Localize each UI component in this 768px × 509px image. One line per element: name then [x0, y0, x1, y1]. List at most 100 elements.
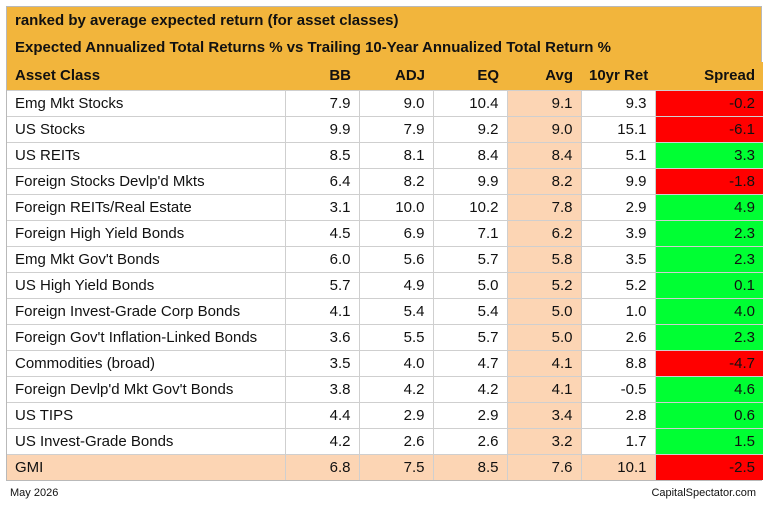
cell-10yr-ret: 10.1: [580, 453, 655, 480]
cell-adj: 9.0: [358, 89, 433, 116]
cell-avg: 3.4: [506, 401, 581, 428]
cell-10yr-ret: 9.9: [580, 167, 655, 194]
table-row: US TIPS 4.4 2.9 2.9 3.4 2.8 0.6: [7, 401, 763, 428]
cell-bb: 3.8: [284, 375, 359, 402]
cell-avg: 8.4: [506, 141, 581, 168]
cell-adj: 8.2: [358, 167, 433, 194]
cell-adj: 4.2: [358, 375, 433, 402]
column-header-eq: EQ: [433, 62, 507, 90]
cell-10yr-ret: 3.5: [580, 245, 655, 272]
cell-asset-class: US Stocks: [7, 115, 285, 142]
cell-eq: 10.4: [432, 89, 507, 116]
cell-asset-class: Foreign REITs/Real Estate: [7, 193, 285, 220]
cell-adj: 7.5: [358, 453, 433, 480]
cell-bb: 6.8: [284, 453, 359, 480]
returns-table-panel: ranked by average expected return (for a…: [6, 6, 763, 481]
cell-asset-class: Foreign High Yield Bonds: [7, 219, 285, 246]
cell-asset-class: Foreign Devlp'd Mkt Gov't Bonds: [7, 375, 285, 402]
cell-avg: 5.0: [506, 323, 581, 350]
cell-avg: 6.2: [506, 219, 581, 246]
cell-10yr-ret: 15.1: [580, 115, 655, 142]
cell-avg: 9.1: [506, 89, 581, 116]
cell-spread: -6.1: [654, 115, 763, 142]
cell-spread: 2.3: [654, 323, 763, 350]
cell-adj: 10.0: [358, 193, 433, 220]
table-row: Foreign Devlp'd Mkt Gov't Bonds 3.8 4.2 4.2…: [7, 375, 763, 402]
cell-bb: 3.6: [284, 323, 359, 350]
cell-spread: -2.5: [654, 453, 763, 480]
cell-bb: 6.0: [284, 245, 359, 272]
table-row: US Invest-Grade Bonds 4.2 2.6 2.6 3.2 1.7 1.5: [7, 427, 763, 454]
table-row: Foreign REITs/Real Estate 3.1 10.0 10.2 7.8 2…: [7, 193, 763, 220]
cell-10yr-ret: 1.7: [580, 427, 655, 454]
cell-bb: 4.5: [284, 219, 359, 246]
table-row: Foreign Invest-Grade Corp Bonds 4.1 5.4 5.4…: [7, 297, 763, 324]
cell-10yr-ret: 5.2: [580, 271, 655, 298]
cell-eq: 9.2: [432, 115, 507, 142]
column-header-asset-class: Asset Class: [7, 62, 285, 90]
cell-spread: -4.7: [654, 349, 763, 376]
table-subtitle: ranked by average expected return (for a…: [15, 12, 399, 29]
cell-adj: 5.5: [358, 323, 433, 350]
cell-bb: 4.2: [284, 427, 359, 454]
cell-adj: 8.1: [358, 141, 433, 168]
column-header-avg: Avg: [507, 62, 581, 90]
cell-avg: 8.2: [506, 167, 581, 194]
cell-adj: 4.0: [358, 349, 433, 376]
table-row: Foreign High Yield Bonds 4.5 6.9 7.1 6.2 3.9 2…: [7, 219, 763, 246]
footer-date: May 2026: [10, 487, 59, 499]
cell-10yr-ret: -0.5: [580, 375, 655, 402]
cell-asset-class: Commodities (broad): [7, 349, 285, 376]
cell-eq: 5.7: [432, 323, 507, 350]
cell-spread: 1.5: [654, 427, 763, 454]
cell-eq: 9.9: [432, 167, 507, 194]
cell-10yr-ret: 5.1: [580, 141, 655, 168]
cell-asset-class: Emg Mkt Gov't Bonds: [7, 245, 285, 272]
cell-avg: 4.1: [506, 375, 581, 402]
cell-adj: 5.6: [358, 245, 433, 272]
cell-bb: 8.5: [284, 141, 359, 168]
expected-returns-table: Asset Class BB ADJ EQ Avg 10yr Ret Sprea…: [7, 62, 763, 480]
cell-10yr-ret: 8.8: [580, 349, 655, 376]
cell-spread: 0.1: [654, 271, 763, 298]
cell-spread: -1.8: [654, 167, 763, 194]
footer-source: CapitalSpectator.com: [651, 487, 756, 499]
table-row: Foreign Stocks Devlp'd Mkts 6.4 8.2 9.9 8.2 9…: [7, 167, 763, 194]
cell-eq: 8.4: [432, 141, 507, 168]
cell-eq: 2.9: [432, 401, 507, 428]
cell-spread: 0.6: [654, 401, 763, 428]
cell-spread: -0.2: [654, 89, 763, 116]
cell-avg: 4.1: [506, 349, 581, 376]
cell-avg: 7.6: [506, 453, 581, 480]
table-row: US REITs 8.5 8.1 8.4 8.4 5.1 3.3: [7, 141, 763, 168]
cell-asset-class: Foreign Gov't Inflation-Linked Bonds: [7, 323, 285, 350]
cell-10yr-ret: 2.9: [580, 193, 655, 220]
cell-eq: 5.4: [432, 297, 507, 324]
cell-bb: 4.1: [284, 297, 359, 324]
cell-avg: 9.0: [506, 115, 581, 142]
table-row: US High Yield Bonds 5.7 4.9 5.0 5.2 5.2 0.1: [7, 271, 763, 298]
cell-10yr-ret: 9.3: [580, 89, 655, 116]
cell-asset-class: Foreign Stocks Devlp'd Mkts: [7, 167, 285, 194]
cell-avg: 7.8: [506, 193, 581, 220]
cell-eq: 2.6: [432, 427, 507, 454]
cell-adj: 2.9: [358, 401, 433, 428]
cell-bb: 5.7: [284, 271, 359, 298]
table-body: Emg Mkt Stocks 7.9 9.0 10.4 9.1 9.3 -0.2 US Sto…: [7, 89, 763, 480]
cell-eq: 5.0: [432, 271, 507, 298]
table-header: ranked by average expected return (for a…: [7, 7, 761, 62]
column-header-adj: ADJ: [359, 62, 433, 90]
table-row: GMI 6.8 7.5 8.5 7.6 10.1 -2.5: [7, 453, 763, 480]
cell-eq: 8.5: [432, 453, 507, 480]
cell-bb: 4.4: [284, 401, 359, 428]
cell-10yr-ret: 3.9: [580, 219, 655, 246]
cell-asset-class: Foreign Invest-Grade Corp Bonds: [7, 297, 285, 324]
cell-10yr-ret: 2.8: [580, 401, 655, 428]
cell-bb: 3.5: [284, 349, 359, 376]
cell-spread: 3.3: [654, 141, 763, 168]
cell-asset-class: US TIPS: [7, 401, 285, 428]
cell-adj: 5.4: [358, 297, 433, 324]
cell-adj: 2.6: [358, 427, 433, 454]
table-title: Expected Annualized Total Returns % vs T…: [15, 39, 611, 56]
table-row: Emg Mkt Stocks 7.9 9.0 10.4 9.1 9.3 -0.2: [7, 89, 763, 116]
